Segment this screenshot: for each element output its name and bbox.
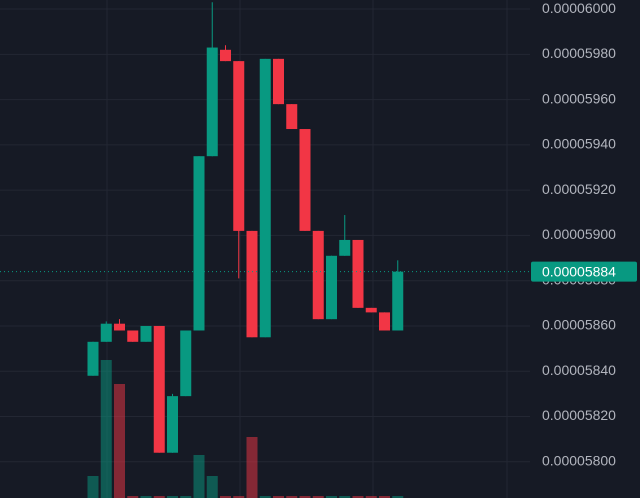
y-tick-label: 0.00005960 <box>542 90 616 106</box>
candle-body <box>140 325 152 342</box>
volume-bar <box>352 496 364 498</box>
candle-body <box>233 61 245 231</box>
candle-body <box>220 49 231 62</box>
candle-body <box>299 129 311 231</box>
candle-body <box>114 323 125 331</box>
volume-bar <box>233 496 245 498</box>
volume-bar <box>140 496 152 498</box>
price-axis: 0.00005800 0.00005820 0.00005840 0.00005860… <box>531 0 637 468</box>
candle-body <box>379 312 390 331</box>
volume-bar <box>259 496 271 498</box>
candle-body <box>259 58 271 338</box>
candle-body <box>312 230 324 320</box>
volume-bar <box>206 476 218 498</box>
volume-bar <box>273 496 284 498</box>
volume-bar <box>220 496 231 498</box>
candle-body <box>193 156 205 331</box>
y-tick-label: 0.00006000 <box>542 0 616 16</box>
volume-bar <box>299 496 311 498</box>
candle-body <box>206 47 218 157</box>
volume-bar <box>392 496 404 498</box>
candle-body <box>352 239 364 308</box>
candle-body <box>246 230 258 338</box>
y-tick-label: 0.00005940 <box>542 136 616 152</box>
volume-bar <box>180 496 192 498</box>
candle-body <box>392 271 404 331</box>
last-price-badge <box>531 261 637 282</box>
volume-bar <box>339 496 351 498</box>
candle-body <box>127 330 139 342</box>
volume-bar <box>286 496 298 498</box>
y-tick-label: 0.00005860 <box>542 317 616 333</box>
y-tick-label: 0.00005980 <box>542 45 616 61</box>
plot <box>0 2 530 498</box>
volume-bar <box>365 496 377 498</box>
volume-bar <box>379 496 390 498</box>
candle-body <box>180 330 192 397</box>
last-price-label: 0.00005884 <box>542 263 616 279</box>
y-tick-label: 0.00005920 <box>542 181 616 197</box>
y-tick-label: 0.00005820 <box>542 407 616 423</box>
volume-bar <box>127 496 139 498</box>
y-tick-label: 0.00005840 <box>542 362 616 378</box>
candle-body <box>153 325 165 453</box>
candle-body <box>365 307 377 313</box>
candle-body <box>273 58 284 105</box>
volume-bar <box>326 496 337 498</box>
candle-body <box>339 239 351 256</box>
candle-body <box>87 341 99 376</box>
volume-bar <box>312 496 324 498</box>
volume-bar <box>167 496 178 498</box>
candle-body <box>326 255 337 320</box>
volume-bar <box>246 437 258 498</box>
volume-bar <box>87 476 99 498</box>
volume-bar <box>153 496 165 498</box>
volume-bar <box>114 384 125 498</box>
candle-body <box>286 104 298 130</box>
candle-body <box>100 323 112 342</box>
candle-body <box>167 396 178 453</box>
y-tick-label: 0.00005800 <box>542 452 616 468</box>
y-tick-label: 0.00005900 <box>542 226 616 242</box>
volume-bar <box>193 455 205 498</box>
volume-bar <box>100 360 112 498</box>
